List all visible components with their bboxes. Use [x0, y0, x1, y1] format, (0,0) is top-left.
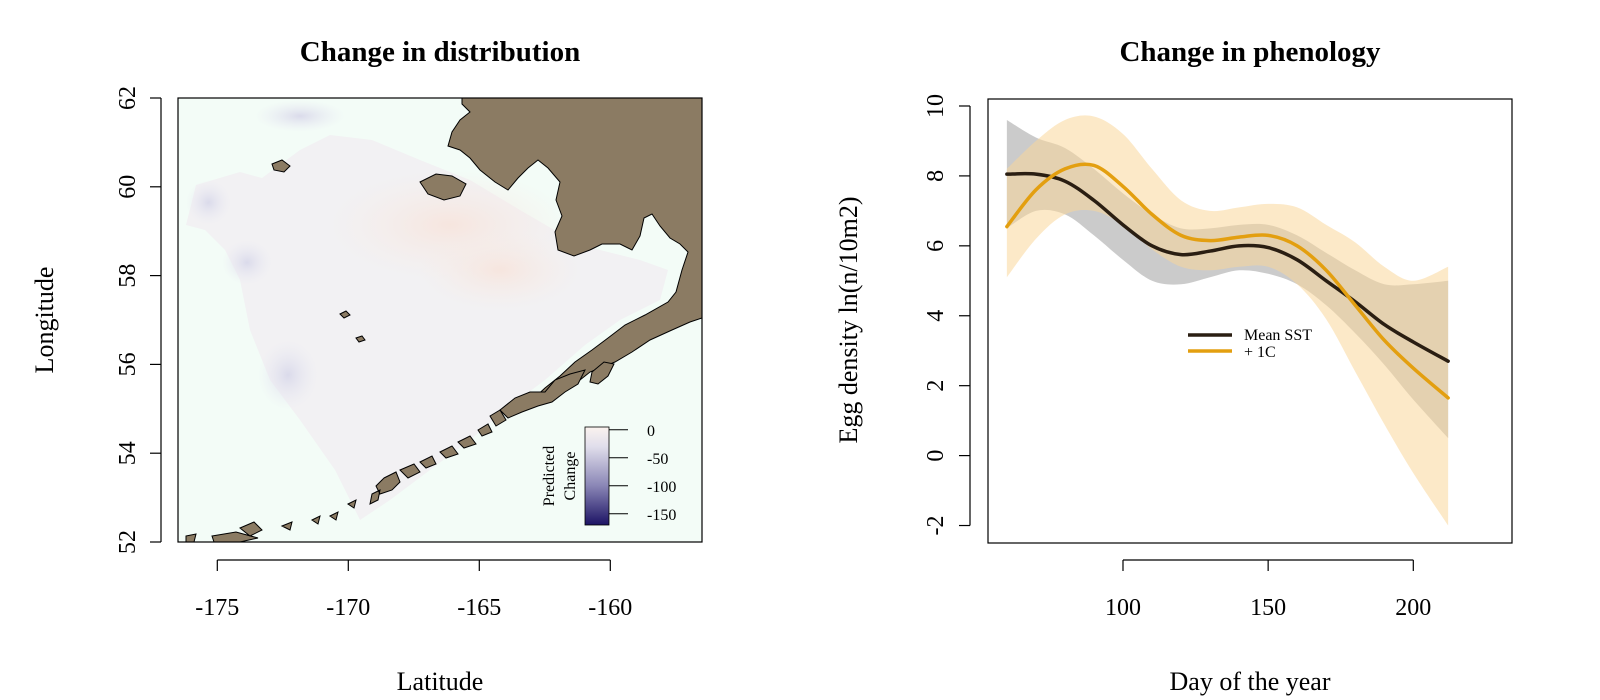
series-line-plus-1c: [1005, 162, 1450, 400]
phenology-x-axis: 100 150 200: [1105, 559, 1431, 621]
phenology-y-tick-label: 6: [923, 240, 949, 252]
colorbar-tick-label: 0: [647, 423, 655, 440]
phenology-y-tick-label: 2: [923, 380, 949, 392]
map-plot-area: [178, 98, 702, 542]
map-y-label: Longitude: [30, 267, 59, 374]
map-frame: [177, 97, 703, 543]
cool-patch: [255, 100, 345, 132]
colorbar-title-line1: Predicted: [541, 446, 558, 506]
map-x-tick-label: -160: [588, 595, 632, 621]
land-st-paul-island: [339, 310, 351, 319]
phenology-panel: Change in phenology 100 150 200 -20246810 …: [834, 36, 1513, 696]
cool-patch: [258, 340, 318, 410]
colorbar-tick-label: -150: [647, 507, 676, 524]
colorbar-ticks: 0 -50 -100 -150: [609, 423, 676, 524]
map-x-tick-label: -175: [195, 595, 239, 621]
cool-patch: [186, 180, 231, 225]
phenology-y-tick-label: 10: [923, 94, 949, 118]
phenology-x-tick-label: 200: [1395, 595, 1431, 621]
land-alaska-mainland: [447, 98, 702, 403]
confidence-band-plus-1c: [1006, 115, 1449, 526]
phenology-y-tick-label: 8: [923, 170, 949, 182]
phenology-plot-area: [1005, 115, 1450, 526]
phenology-y-tick-label: 0: [923, 450, 949, 462]
map-y-tick-label: 60: [115, 175, 141, 199]
phenology-y-label: Egg density ln(n/10m2): [834, 197, 863, 444]
phenology-y-tick-label: -2: [923, 516, 949, 536]
land-aleutian-islands: [185, 409, 507, 542]
warm-patch: [420, 230, 580, 310]
legend-label-plus-1c: + 1C: [1244, 344, 1276, 361]
phenology-legend: Mean SST + 1C: [1188, 327, 1312, 361]
land-st-george-island: [355, 335, 366, 343]
phenology-y-tick-label: 4: [923, 310, 949, 322]
land-st-lawrence-island: [271, 159, 291, 173]
map-x-tick-label: -165: [457, 595, 501, 621]
phenology-x-tick-label: 100: [1105, 595, 1141, 621]
phenology-frame: [987, 98, 1513, 544]
colorbar-title-line2: Change: [562, 452, 579, 501]
map-y-tick-label: 62: [115, 86, 141, 110]
map-x-label: Latitude: [397, 667, 484, 696]
map-y-tick-label: 56: [115, 352, 141, 376]
land-alaska-peninsula: [499, 369, 586, 419]
land-kodiak-island: [589, 361, 615, 385]
map-y-tick-label: 54: [115, 441, 141, 465]
map-x-axis: -175 -170 -165 -160: [195, 559, 632, 621]
phenology-y-axis: -2 0 2 4 6 8 10: [923, 94, 971, 536]
map-title: Change in distribution: [300, 36, 580, 68]
legend-label-mean-sst: Mean SST: [1244, 327, 1312, 344]
colorbar-tick-label: -100: [647, 479, 676, 496]
map-y-axis: 52 54 56 58 60 62: [115, 86, 162, 554]
map-y-tick-label: 58: [115, 264, 141, 288]
series-line-mean-sst: [1005, 171, 1450, 363]
map-x-tick-label: -170: [326, 595, 370, 621]
colorbar-tick-label: -50: [647, 451, 668, 468]
phenology-x-tick-label: 150: [1250, 595, 1286, 621]
colorbar: [584, 426, 610, 526]
distribution-map-panel: Change in distribution: [30, 36, 703, 696]
map-y-tick-label: 52: [115, 530, 141, 554]
phenology-x-label: Day of the year: [1170, 667, 1331, 696]
colorbar-legend: 0 -50 -100 -150 Predicted Change: [541, 423, 676, 526]
cool-patch: [222, 240, 272, 285]
phenology-title: Change in phenology: [1119, 36, 1381, 68]
land-nunivak-island: [419, 173, 467, 201]
